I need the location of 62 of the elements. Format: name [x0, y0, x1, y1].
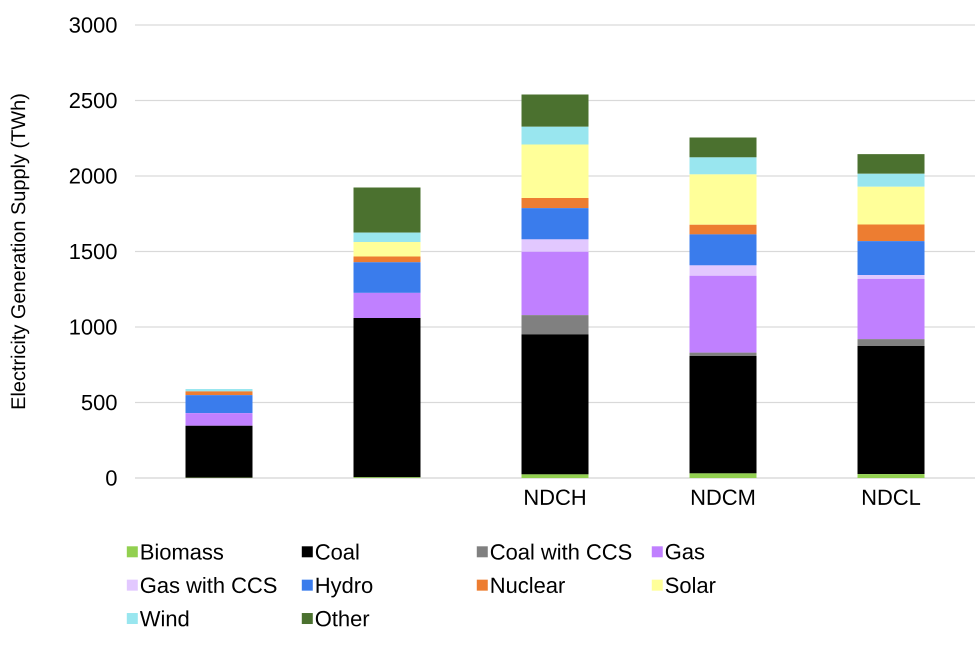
bar	[354, 262, 421, 293]
x-tick-label: NDCM	[692, 490, 754, 506]
bar	[354, 318, 421, 478]
y-axis-title: Electricity Generation Supply (TWh)	[10, 94, 30, 408]
y-tick-label: 0	[106, 470, 117, 486]
bar	[690, 174, 757, 225]
legend-label: Solar	[666, 576, 716, 594]
legend-label: Hydro	[316, 576, 372, 598]
bar	[186, 391, 252, 396]
bar	[690, 265, 757, 276]
legend-label: Other	[316, 610, 370, 626]
bar	[522, 252, 589, 316]
bar	[522, 144, 589, 198]
bar	[858, 241, 925, 276]
bar	[858, 278, 925, 340]
bar	[186, 426, 252, 478]
legend-label: Coal with CCS	[490, 544, 632, 560]
bar	[858, 346, 925, 474]
y-tick-label: 2000	[70, 168, 117, 184]
y-tick-label: 1000	[70, 319, 117, 335]
bar	[354, 242, 421, 256]
bar	[186, 395, 252, 414]
bar	[522, 198, 589, 208]
bar	[690, 234, 757, 266]
bar	[690, 276, 757, 353]
bar	[522, 208, 589, 240]
legend-label: Gas	[666, 544, 704, 560]
legend-label: Biomass	[142, 544, 224, 560]
bar	[354, 256, 421, 262]
legend-label: Gas with CCS	[140, 576, 276, 594]
y-tick-label: 1500	[70, 244, 117, 260]
x-tick-label: NDCH	[525, 490, 585, 506]
legend-label: Coal	[316, 544, 358, 560]
bar	[690, 352, 757, 356]
bar	[354, 232, 421, 242]
bar	[690, 356, 757, 474]
bar	[354, 292, 421, 318]
bar	[858, 474, 925, 478]
legend-label: Nuclear	[492, 576, 565, 594]
legend-label: Wind	[140, 610, 188, 626]
bar	[522, 334, 589, 474]
x-tick-label: NDCL	[862, 490, 920, 506]
bar	[522, 315, 589, 334]
y-tick-label: 3000	[70, 17, 117, 33]
bar	[690, 137, 757, 158]
bar	[858, 224, 925, 242]
bar	[522, 474, 589, 478]
bar	[522, 239, 589, 252]
bar	[522, 94, 589, 127]
bar	[858, 186, 925, 224]
bar	[858, 154, 925, 174]
y-tick-label: 500	[82, 394, 117, 410]
bar	[690, 157, 757, 174]
bar	[858, 275, 925, 279]
bar	[690, 473, 757, 478]
bar	[690, 224, 757, 234]
bar	[858, 174, 925, 187]
bar	[858, 339, 925, 346]
y-tick-label: 2500	[70, 92, 117, 108]
bar	[354, 187, 421, 233]
bar	[186, 413, 252, 426]
bar	[522, 126, 589, 144]
